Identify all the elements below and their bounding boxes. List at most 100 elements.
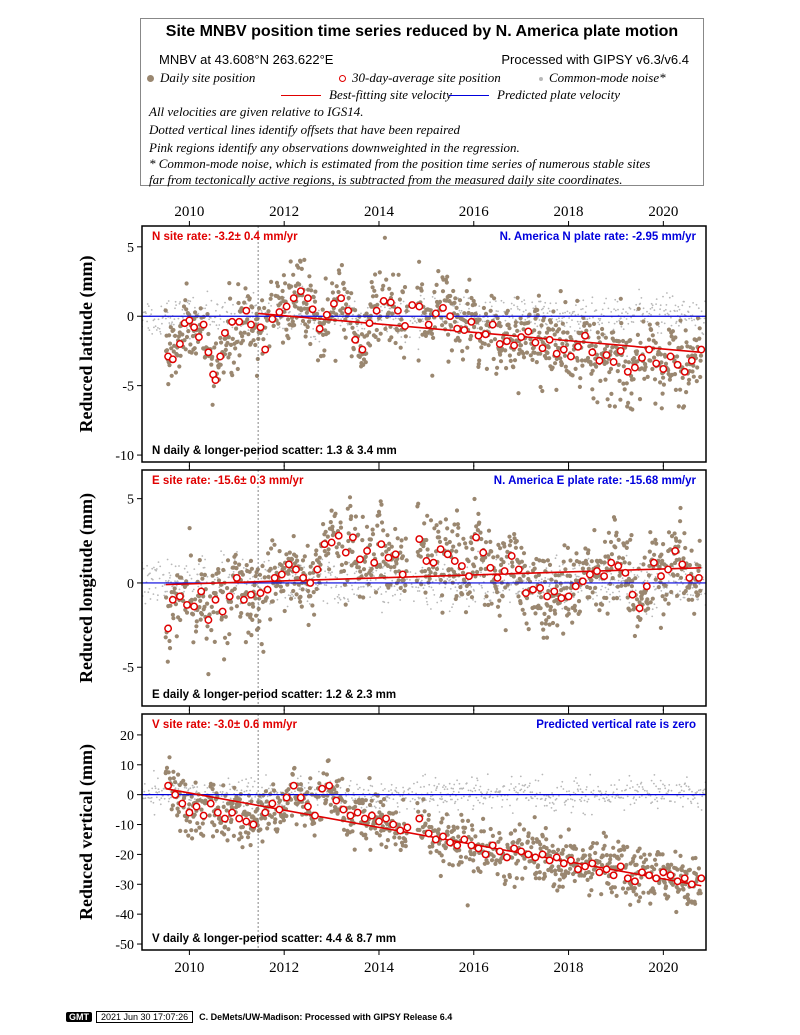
daily-position-point (439, 820, 444, 825)
daily-position-point (361, 567, 367, 572)
common-mode-point (329, 572, 332, 575)
daily-position-point (378, 331, 383, 336)
daily-position-point (353, 514, 358, 519)
common-mode-point (307, 782, 310, 784)
daily-position-point (471, 869, 476, 874)
daily-position-point (225, 838, 230, 843)
common-mode-point (573, 330, 576, 332)
common-mode-point (278, 803, 281, 806)
common-mode-point (158, 799, 161, 801)
daily-position-point (538, 384, 543, 390)
common-mode-point (581, 791, 584, 794)
daily-position-point (404, 308, 409, 314)
daily-position-point (428, 850, 433, 855)
average-point (502, 337, 511, 346)
daily-position-point (384, 277, 389, 282)
daily-position-point (661, 382, 667, 387)
common-mode-point (458, 309, 461, 312)
average-point (431, 309, 440, 318)
daily-position-point (183, 347, 188, 352)
common-mode-point (442, 320, 444, 323)
common-mode-point (269, 784, 272, 787)
daily-position-point (380, 552, 385, 557)
daily-position-point (455, 533, 460, 538)
plot-area-north (142, 226, 706, 462)
daily-position-point (364, 836, 369, 841)
daily-position-point (423, 821, 428, 826)
average-point (370, 558, 379, 567)
common-mode-point (558, 317, 560, 320)
common-mode-point (674, 801, 676, 803)
daily-position-point (608, 349, 613, 354)
daily-position-point (444, 280, 449, 285)
daily-position-point (436, 529, 441, 534)
daily-position-point (420, 282, 425, 287)
common-mode-point (675, 320, 678, 323)
daily-position-point (385, 533, 390, 538)
common-mode-point (142, 797, 145, 800)
common-mode-point (471, 776, 473, 779)
daily-position-point (278, 584, 283, 589)
common-mode-point (395, 787, 398, 789)
daily-position-point (367, 776, 372, 781)
daily-position-point (344, 302, 349, 307)
common-mode-point (215, 801, 217, 803)
common-mode-point (490, 305, 493, 308)
common-mode-point (160, 305, 163, 308)
best-fit-line (165, 566, 702, 586)
best-fit-line-icon (281, 95, 321, 97)
average-point (652, 359, 661, 368)
common-mode-point (670, 316, 672, 319)
common-mode-point (492, 591, 495, 594)
daily-position-point (313, 289, 318, 294)
daily-position-point (370, 532, 376, 537)
common-mode-point (159, 565, 162, 568)
common-mode-point (245, 778, 248, 781)
daily-position-point (429, 331, 434, 336)
daily-position-point (225, 558, 231, 563)
daily-position-point (473, 834, 478, 839)
common-mode-point (646, 320, 649, 323)
common-mode-point (240, 325, 242, 327)
average-point (578, 577, 587, 586)
common-mode-point (531, 301, 534, 304)
daily-position-point (684, 340, 689, 345)
common-mode-point (628, 601, 631, 604)
common-mode-point (664, 308, 667, 311)
daily-position-point (259, 642, 264, 647)
daily-position-point (306, 588, 311, 594)
daily-position-point (336, 778, 341, 783)
common-mode-point (660, 797, 663, 800)
daily-position-point (189, 597, 194, 602)
common-mode-point (612, 791, 615, 794)
common-mode-point (387, 790, 390, 792)
daily-position-point (586, 548, 591, 553)
common-mode-point (523, 299, 526, 301)
daily-position-point (670, 329, 676, 334)
daily-position-point (660, 558, 665, 564)
daily-position-point (269, 546, 274, 551)
common-mode-point (629, 308, 632, 310)
common-mode-point (697, 789, 700, 792)
daily-position-point (690, 369, 695, 374)
daily-position-point (469, 295, 474, 301)
daily-position-point (559, 361, 565, 366)
daily-position-point (449, 548, 454, 553)
daily-position-point (346, 295, 351, 301)
daily-position-point (392, 835, 397, 840)
daily-position-point (624, 340, 629, 345)
common-mode-point (422, 320, 424, 323)
common-mode-point (580, 589, 583, 592)
daily-position-point (360, 514, 365, 520)
common-mode-point (409, 336, 411, 339)
average-point (358, 345, 367, 354)
common-mode-point (510, 308, 512, 310)
common-mode-point (408, 310, 411, 313)
common-mode-point (672, 580, 675, 583)
daily-position-point (433, 571, 438, 576)
daily-position-point (514, 539, 519, 544)
daily-position-point (518, 316, 523, 321)
common-mode-point (153, 566, 155, 569)
common-mode-point (579, 327, 581, 330)
common-mode-point (651, 801, 654, 803)
